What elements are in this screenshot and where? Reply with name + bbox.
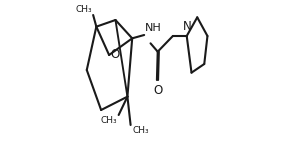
- Text: CH₃: CH₃: [132, 126, 149, 135]
- Text: N: N: [182, 20, 191, 33]
- Text: CH₃: CH₃: [100, 116, 117, 125]
- Text: NH: NH: [145, 23, 161, 33]
- Text: CH₃: CH₃: [76, 5, 92, 14]
- Text: O: O: [153, 84, 162, 97]
- Text: O: O: [111, 48, 120, 61]
